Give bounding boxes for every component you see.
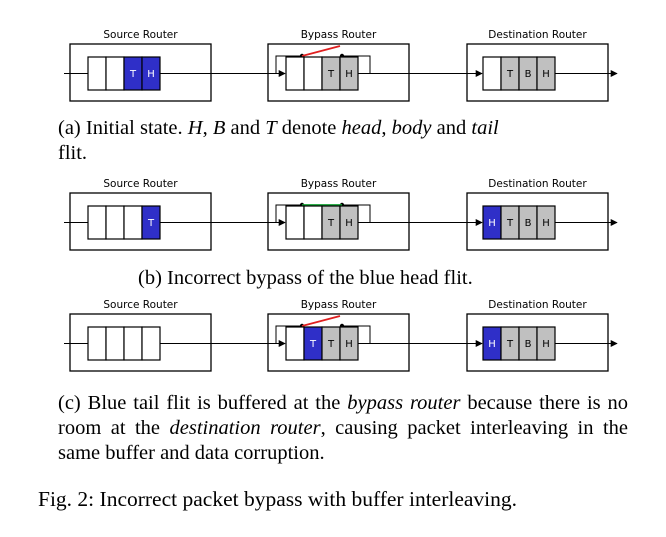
- bypass-wire-right: [342, 204, 371, 223]
- caption-a-sep2: ,: [381, 117, 392, 139]
- bypass-buffer-slot: [339, 205, 359, 240]
- caption-a-sep1: ,: [202, 117, 213, 139]
- flit-label: T: [327, 69, 335, 80]
- flit-label: T: [327, 339, 335, 350]
- caption-c-bypass: bypass router: [347, 392, 461, 414]
- bypass-router-box: [267, 313, 410, 372]
- source-buffer-slot: [141, 326, 161, 361]
- caption-a-head: head: [341, 117, 382, 139]
- source-buffer-slot: [123, 205, 143, 240]
- source-buffer-slot: [105, 56, 125, 91]
- caption-a-and2: and: [431, 117, 472, 139]
- caption-c-dest: destination router: [169, 417, 321, 439]
- destination-router-box: [466, 43, 609, 102]
- caption-a-and1: and: [225, 117, 266, 139]
- bypass-buffer-slot: [339, 326, 359, 361]
- source-router-box: [69, 192, 212, 251]
- bypass-wire-right: [342, 325, 371, 344]
- source-buffer-slot: [87, 56, 107, 91]
- flit-label: B: [525, 69, 532, 80]
- bypass-wire-left: [275, 325, 302, 344]
- flit-label: H: [488, 218, 496, 229]
- caption-a-denote: denote: [276, 117, 342, 139]
- destination-buffer-slot: [482, 56, 502, 91]
- source-buffer-slot: [141, 56, 161, 91]
- flit-label: T: [506, 218, 514, 229]
- source-buffer-slot: [87, 205, 107, 240]
- source-buffer-slot: [141, 205, 161, 240]
- destination-router-label: Destination Router: [488, 29, 587, 41]
- source-router-box: [69, 43, 212, 102]
- caption-a-b: B: [212, 117, 226, 139]
- caption-a-body: body: [391, 117, 432, 139]
- destination-router-label: Destination Router: [488, 178, 587, 190]
- caption-a-t: T: [265, 117, 277, 139]
- bypass-wire-left: [275, 204, 302, 223]
- flit-label: H: [488, 339, 496, 350]
- bypass-buffer-slot: [285, 205, 305, 240]
- panel-c: Source Router Bypass Router Destination Ro…: [64, 299, 618, 372]
- bypass-buffer-slot: [285, 326, 305, 361]
- flit-label: T: [506, 339, 514, 350]
- flit-label: H: [345, 69, 353, 80]
- source-buffer-slot: [123, 326, 143, 361]
- bypass-wire-left: [275, 55, 302, 74]
- bypass-router-label: Bypass Router: [301, 299, 377, 311]
- flit-label: B: [525, 218, 532, 229]
- bypass-router-box: [267, 43, 410, 102]
- destination-buffer-slot: [536, 326, 556, 361]
- source-router-label: Source Router: [103, 299, 178, 311]
- flit-label: H: [147, 69, 155, 80]
- flit-label: T: [147, 218, 155, 229]
- source-buffer-slot: [105, 326, 125, 361]
- flit-label: B: [525, 339, 532, 350]
- bypass-buffer-slot: [339, 56, 359, 91]
- caption-a-end: flit.: [58, 142, 88, 164]
- flit-label: T: [129, 69, 137, 80]
- caption-b: (b) Incorrect bypass of the blue head fl…: [138, 266, 473, 291]
- bypass-switch-open: [301, 45, 341, 57]
- caption-c: (c) Blue tail flit is buffered at the by…: [58, 391, 628, 466]
- flit-label: T: [506, 69, 514, 80]
- figure-caption-text: Fig. 2: Incorrect packet bypass with buf…: [38, 487, 518, 511]
- caption-a: (a) Initial state. H, B and T denote hea…: [58, 116, 628, 166]
- caption-b-text: (b) Incorrect bypass of the blue head fl…: [138, 267, 473, 289]
- flit-label: H: [345, 339, 353, 350]
- source-router-box: [69, 313, 212, 372]
- flit-label: H: [542, 339, 550, 350]
- panel-a: Source Router Bypass Router Destination Ro…: [64, 29, 618, 102]
- flit-label: T: [327, 218, 335, 229]
- bypass-wire-right: [342, 55, 371, 74]
- flit-label: H: [542, 218, 550, 229]
- caption-c-pre: (c) Blue tail flit is buffered at the: [58, 392, 348, 414]
- destination-router-box: [466, 192, 609, 251]
- flit-label: T: [309, 339, 317, 350]
- destination-router-box: [466, 313, 609, 372]
- caption-a-pre: (a) Initial state.: [58, 117, 188, 139]
- source-router-label: Source Router: [103, 178, 178, 190]
- bypass-buffer-slot: [303, 56, 323, 91]
- bypass-buffer-slot: [303, 205, 323, 240]
- destination-buffer-slot: [536, 56, 556, 91]
- flit-label: H: [542, 69, 550, 80]
- bypass-router-box: [267, 192, 410, 251]
- figure-caption: Fig. 2: Incorrect packet bypass with buf…: [38, 487, 517, 512]
- bypass-router-label: Bypass Router: [301, 178, 377, 190]
- flit-label: H: [345, 218, 353, 229]
- caption-c-mid2: , causing packet interleaving in the sam…: [58, 417, 628, 464]
- source-buffer-slot: [105, 205, 125, 240]
- caption-a-tail: tail: [471, 117, 499, 139]
- source-router-label: Source Router: [103, 29, 178, 41]
- caption-c-mid1: because there is no room at the: [58, 392, 629, 439]
- destination-buffer-slot: [536, 205, 556, 240]
- bypass-router-label: Bypass Router: [301, 29, 377, 41]
- bypass-switch-open: [301, 315, 341, 327]
- caption-a-h: H: [187, 117, 203, 139]
- panel-b: Source Router Bypass Router Destination Ro…: [64, 178, 618, 251]
- bypass-buffer-slot: [285, 56, 305, 91]
- source-buffer-slot: [87, 326, 107, 361]
- destination-router-label: Destination Router: [488, 299, 587, 311]
